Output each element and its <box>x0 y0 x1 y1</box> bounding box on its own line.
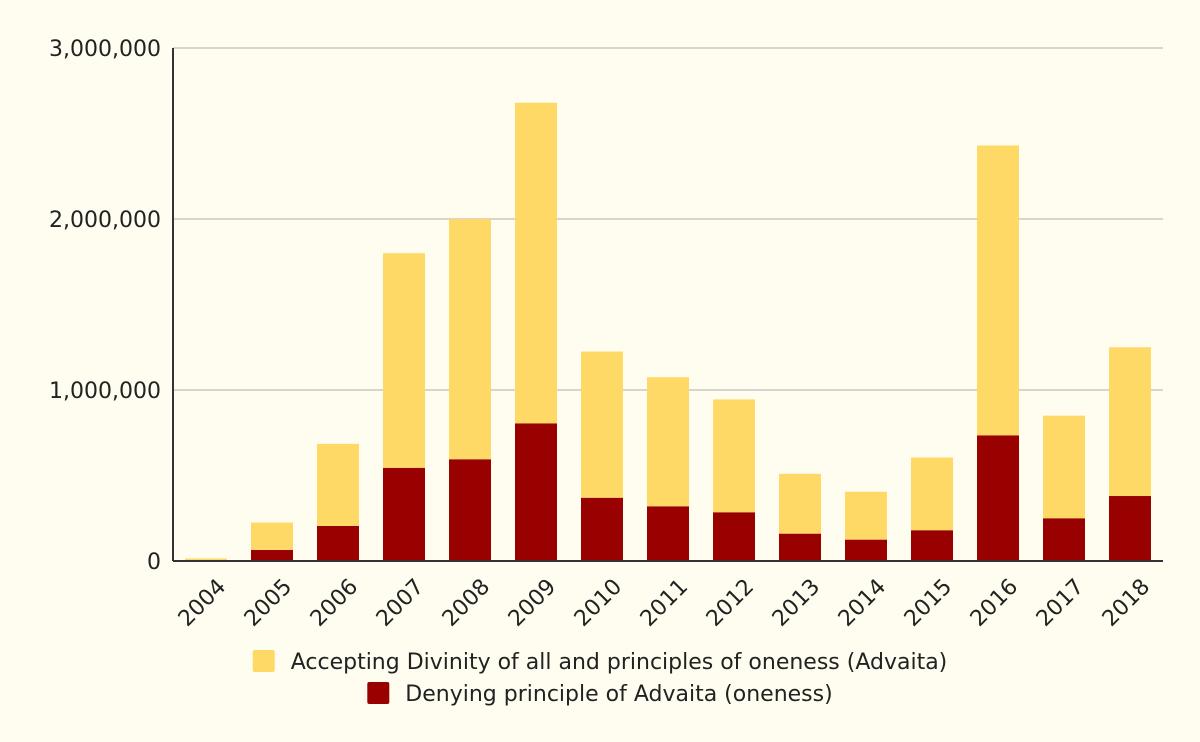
bar-denying-segment <box>713 512 755 561</box>
bar-denying-segment <box>251 549 293 561</box>
bar-denying-segment <box>779 533 821 561</box>
bar-denying-segment <box>581 497 623 561</box>
legend-item: Denying principle of Advaita (oneness) <box>367 682 833 707</box>
bar-denying-segment <box>977 435 1019 561</box>
x-tick-label: 2012 <box>702 574 759 631</box>
x-tick-label: 2016 <box>966 574 1023 631</box>
legend-swatch <box>252 650 275 672</box>
y-axis-tick-labels: 0 1,000,000 2,000,000 3,000,000 <box>49 37 161 575</box>
x-tick-label: 2004 <box>174 574 231 631</box>
bar-denying-segment <box>515 423 557 561</box>
x-tick-label: 2010 <box>570 574 627 631</box>
bar-accepting-segment <box>911 457 953 531</box>
bar-denying-segment <box>317 525 359 561</box>
legend-label: Denying principle of Advaita (oneness) <box>405 682 832 707</box>
bar-accepting-segment <box>977 145 1019 436</box>
bar-accepting-segment <box>449 219 491 460</box>
bar-accepting-segment <box>383 253 425 468</box>
legend-item: Accepting Divinity of all and principles… <box>252 650 948 675</box>
x-tick-label: 2013 <box>768 574 825 631</box>
bar-accepting-segment <box>1109 347 1151 497</box>
y-tick-label: 2,000,000 <box>49 208 161 233</box>
bar-accepting-segment <box>1043 415 1085 519</box>
y-tick-label: 1,000,000 <box>49 379 161 404</box>
x-tick-label: 2009 <box>504 574 561 631</box>
bar-accepting-segment <box>251 522 293 550</box>
legend: Accepting Divinity of all and principles… <box>252 650 948 707</box>
legend-label: Accepting Divinity of all and principles… <box>291 650 948 675</box>
x-tick-label: 2011 <box>636 574 693 631</box>
x-tick-label: 2018 <box>1098 574 1155 631</box>
bar-accepting-segment <box>779 473 821 534</box>
axes <box>172 48 1163 562</box>
bar-accepting-segment <box>515 102 557 424</box>
bar-denying-segment <box>383 467 425 561</box>
x-tick-label: 2014 <box>834 574 891 631</box>
x-tick-label: 2007 <box>372 574 429 631</box>
bar-accepting-segment <box>581 351 623 498</box>
bar-denying-segment <box>911 530 953 561</box>
x-tick-label: 2017 <box>1032 574 1089 631</box>
y-tick-label: 3,000,000 <box>49 37 161 62</box>
legend-swatch <box>367 682 390 704</box>
bar-accepting-segment <box>185 558 227 561</box>
bar-accepting-segment <box>845 491 887 540</box>
bars <box>185 102 1151 561</box>
bar-denying-segment <box>647 506 689 561</box>
x-tick-label: 2015 <box>900 574 957 631</box>
bar-denying-segment <box>449 459 491 561</box>
bar-denying-segment <box>1109 496 1151 561</box>
bar-accepting-segment <box>317 443 359 526</box>
x-axis-tick-labels: 2004 2005 2006 2007 2008 2009 2010 2011 2012 2013… <box>174 574 1155 631</box>
bar-denying-segment <box>1043 518 1085 561</box>
x-tick-label: 2005 <box>240 574 297 631</box>
x-tick-label: 2008 <box>438 574 495 631</box>
x-tick-label: 2006 <box>306 574 363 631</box>
bar-denying-segment <box>845 539 887 561</box>
bar-accepting-segment <box>713 399 755 513</box>
y-tick-label: 0 <box>147 550 161 575</box>
bar-accepting-segment <box>647 377 689 507</box>
